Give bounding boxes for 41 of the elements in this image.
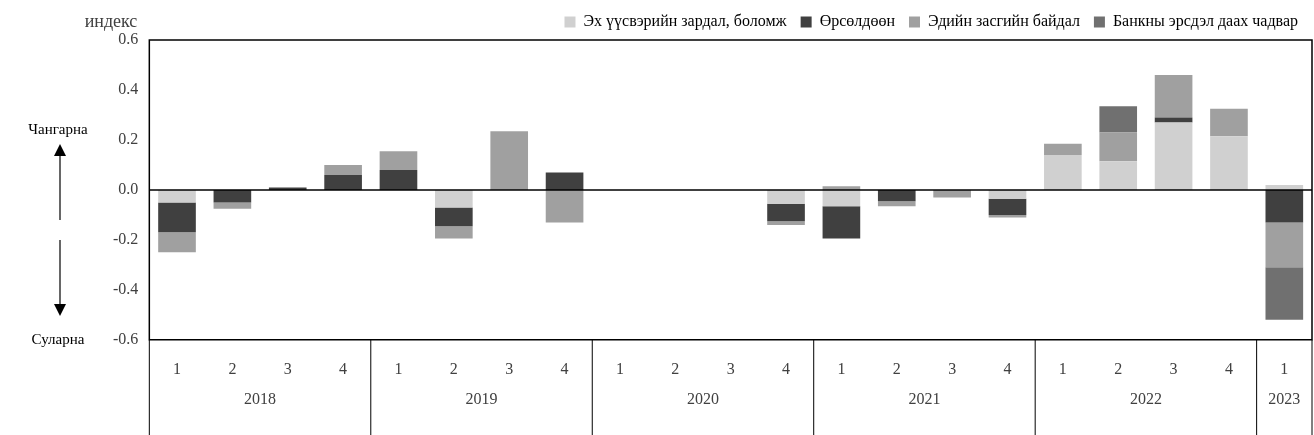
y-tick-label: 0.6 bbox=[118, 30, 139, 48]
legend-label: Өрсөлдөөн bbox=[819, 12, 896, 31]
y-tick-label: 0.4 bbox=[118, 80, 139, 98]
x-tick-label: 1 bbox=[1280, 359, 1289, 377]
x-tick-label: 3 bbox=[948, 359, 957, 377]
x-tick-label: 3 bbox=[1169, 359, 1178, 377]
y-tick-label: 0.0 bbox=[118, 180, 139, 198]
x-tick-label: 3 bbox=[283, 359, 292, 377]
x-tick-label: 2 bbox=[671, 359, 680, 377]
x-tick-label: 4 bbox=[560, 359, 569, 377]
legend-label: Банкны эрсдэл даах чадвар bbox=[1112, 12, 1299, 31]
legend-label: Эдийн засгийн байдал bbox=[927, 12, 1080, 31]
x-tick-label: 3 bbox=[726, 359, 735, 377]
y-tick-label: -0.4 bbox=[113, 280, 139, 298]
x-tick-label: 1 bbox=[837, 359, 846, 377]
x-tick-label: 2 bbox=[1114, 359, 1123, 377]
x-tick-label: 1 bbox=[173, 359, 182, 377]
legend-label: Эх үүсвэрийн зардал, боломж bbox=[583, 12, 788, 31]
x-tick-label: 2 bbox=[228, 359, 237, 377]
x-tick-label: 2 bbox=[892, 359, 901, 377]
text: 2023 bbox=[1268, 390, 1301, 407]
y-axis-title: индекс bbox=[84, 10, 138, 31]
y-tick-label: -0.2 bbox=[113, 230, 139, 248]
y-tick-label: 0.2 bbox=[118, 130, 139, 148]
text: 2020 bbox=[686, 390, 719, 407]
x-tick-label: 4 bbox=[782, 359, 791, 377]
x-tick-label: 1 bbox=[615, 359, 624, 377]
x-tick-label: 2 bbox=[449, 359, 458, 377]
text: Суларна bbox=[31, 330, 85, 347]
text: 2018 bbox=[244, 390, 277, 407]
x-tick-label: 4 bbox=[1224, 359, 1233, 377]
text: 2019 bbox=[465, 390, 498, 407]
text: 2021 bbox=[908, 390, 941, 407]
text: Чангарна bbox=[28, 120, 89, 137]
y-tick-label: -0.6 bbox=[113, 330, 139, 347]
x-tick-label: 3 bbox=[505, 359, 514, 377]
x-tick-label: 4 bbox=[339, 359, 348, 377]
text: 2022 bbox=[1129, 390, 1162, 407]
x-tick-label: 1 bbox=[1058, 359, 1067, 377]
x-tick-label: 1 bbox=[394, 359, 403, 377]
x-tick-label: 4 bbox=[1003, 359, 1012, 377]
